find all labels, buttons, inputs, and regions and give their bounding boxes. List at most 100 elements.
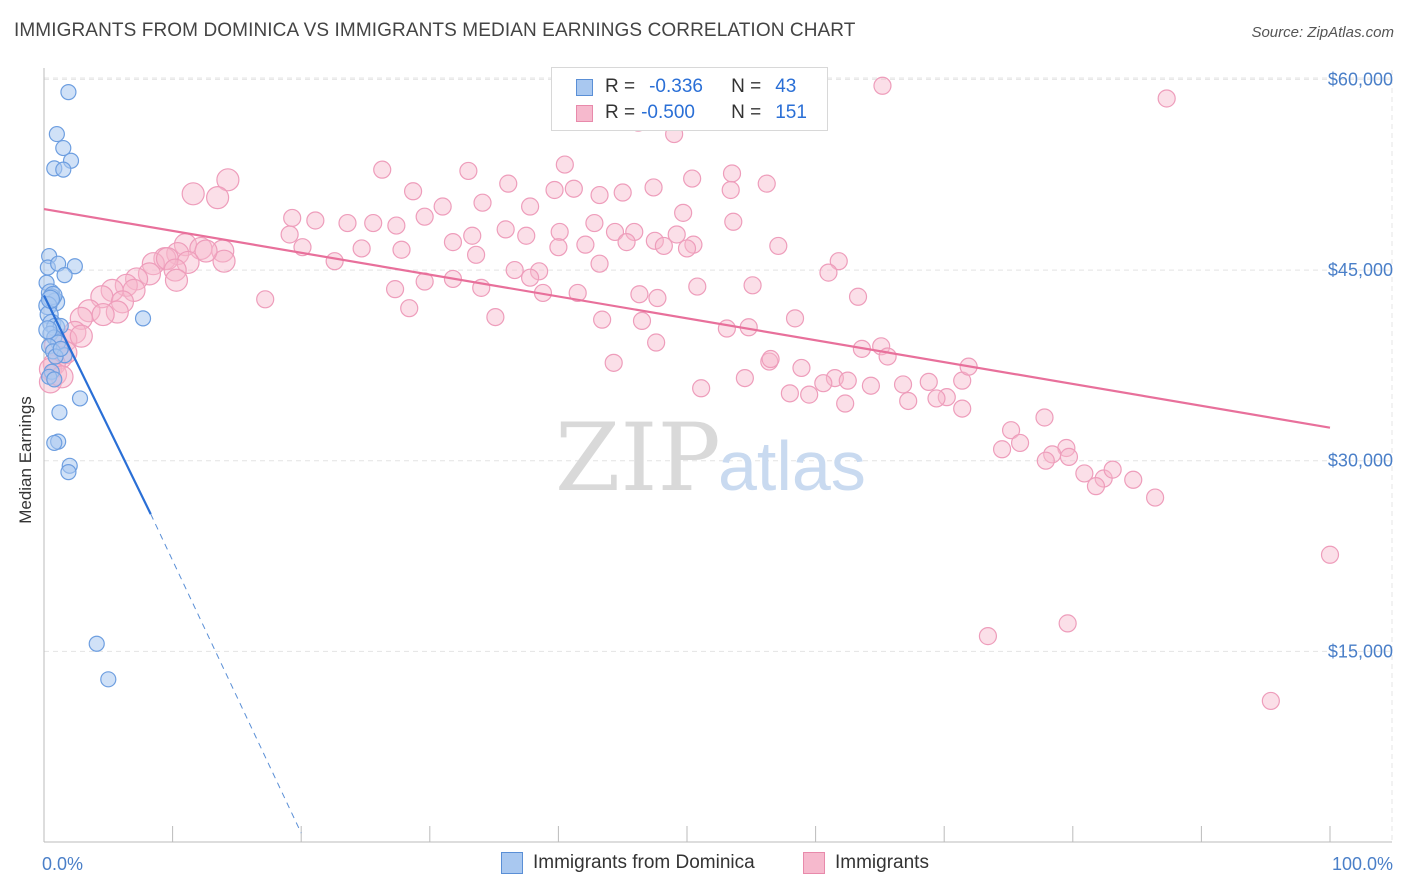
bottom-legend-dominica: Immigrants from Dominica [501, 852, 755, 874]
blue-point-31 [71, 390, 89, 407]
legend-row-immigrants: R = -0.500 N = 151 [576, 101, 807, 125]
pink-point-154 [800, 385, 819, 404]
pink-point-42 [576, 235, 595, 254]
pink-point-40 [280, 225, 299, 244]
pink-point-69 [819, 263, 838, 282]
pink-point-43 [645, 231, 664, 250]
watermark-zip: ZIP [555, 404, 721, 513]
pink-point-17 [721, 180, 740, 200]
pink-point-122 [893, 375, 913, 394]
legend-r-value-pink: -0.500 [641, 102, 695, 123]
blue-point-37 [134, 310, 152, 327]
y-tick-labels: $15,000 $30,000 $45,000 $60,000 [1328, 69, 1393, 661]
pink-point-155 [836, 394, 855, 413]
blue-point-38 [88, 635, 105, 652]
pink-point-34 [517, 226, 536, 245]
pink-point-46 [654, 236, 673, 256]
blue-point-39 [100, 671, 117, 688]
watermark-atlas: atlas [718, 427, 866, 505]
pink-point-96 [593, 310, 612, 329]
bottom-legend-immigrants: Immigrants [803, 852, 929, 874]
bottom-legend-label-pink: Immigrants [835, 852, 929, 873]
pink-point-149 [761, 349, 780, 369]
pink-point-16 [757, 174, 776, 193]
blue-point-2 [55, 139, 72, 157]
blue-point-30 [46, 371, 63, 388]
x-tick-label-start: 0.0% [42, 854, 83, 874]
pink-point-70 [137, 262, 162, 286]
pink-point-137 [1059, 447, 1079, 466]
pink-point-148 [848, 287, 868, 306]
legend-r-label: R = [605, 76, 636, 97]
pink-point-36 [387, 216, 406, 235]
pink-point-59 [212, 249, 236, 273]
blue-point-32 [51, 404, 68, 421]
pink-point-102 [69, 324, 93, 348]
pink-point-61 [176, 250, 200, 275]
pink-point-19 [433, 197, 452, 216]
x-tick-label-end: 100.0% [1332, 854, 1393, 874]
pink-point-65 [590, 254, 609, 273]
legend-swatch-blue [576, 78, 593, 96]
blue-point-5 [55, 161, 72, 178]
pink-point-51 [352, 239, 371, 258]
pink-point-20 [590, 185, 609, 205]
trend-line-dominica [43, 295, 152, 515]
pink-point-93 [256, 290, 275, 309]
pink-point-87 [743, 276, 762, 295]
pink-point-85 [630, 285, 649, 304]
pink-point-41 [443, 233, 463, 252]
pink-point-18 [473, 193, 492, 212]
pink-point-64 [392, 240, 411, 259]
blue-point-10 [56, 267, 73, 284]
series-immigrants-from-dominica [38, 84, 152, 688]
pink-point-143 [1320, 545, 1340, 564]
pink-point-120 [838, 371, 857, 390]
pink-point-141 [1146, 488, 1165, 507]
pink-point-35 [463, 226, 482, 245]
source-label: Source: ZipAtlas.com [1251, 24, 1394, 41]
pink-point-123 [919, 372, 938, 392]
pink-point-145 [978, 627, 998, 646]
trend-lines [43, 207, 1331, 834]
pink-point-92 [69, 306, 93, 330]
pink-point-126 [899, 391, 918, 411]
pink-point-28 [415, 207, 434, 226]
pink-point-95 [486, 307, 505, 327]
blue-point-0 [60, 84, 77, 101]
pink-point-128 [927, 389, 946, 408]
pink-point-130 [1035, 408, 1054, 427]
pink-point-7 [683, 169, 702, 188]
pink-point-136 [1075, 464, 1094, 483]
pink-point-121 [861, 376, 880, 395]
blue-point-34 [46, 434, 63, 452]
pink-point-82 [385, 280, 405, 299]
pink-point-15 [613, 183, 632, 202]
legend-n-value-pink: 151 [775, 102, 807, 123]
pink-point-144 [1058, 614, 1077, 633]
pink-point-33 [667, 225, 686, 244]
axes [43, 68, 1392, 843]
pink-point-66 [530, 262, 549, 281]
legend-n-value-blue: 43 [775, 76, 797, 97]
y-tick-label-1: $30,000 [1328, 451, 1393, 471]
legend-n-label: N = [731, 76, 762, 97]
pink-point-26 [338, 213, 357, 233]
pink-point-80 [521, 268, 540, 287]
pink-point-94 [400, 299, 419, 318]
pink-point-48 [677, 239, 697, 258]
pink-point-13 [403, 182, 423, 201]
pink-point-23 [521, 197, 540, 216]
pink-point-142 [1124, 470, 1143, 489]
y-tick-label-2: $45,000 [1328, 260, 1393, 280]
blue-point-1 [48, 125, 65, 143]
trend-line-dominica-extension [150, 513, 302, 834]
trend-line-immigrants [43, 207, 1331, 429]
pink-point-37 [496, 220, 515, 239]
pink-point-24 [674, 203, 693, 222]
pink-point-117 [792, 358, 811, 378]
pink-point-88 [648, 288, 667, 308]
pink-point-32 [625, 222, 644, 242]
blue-point-9 [66, 258, 83, 275]
